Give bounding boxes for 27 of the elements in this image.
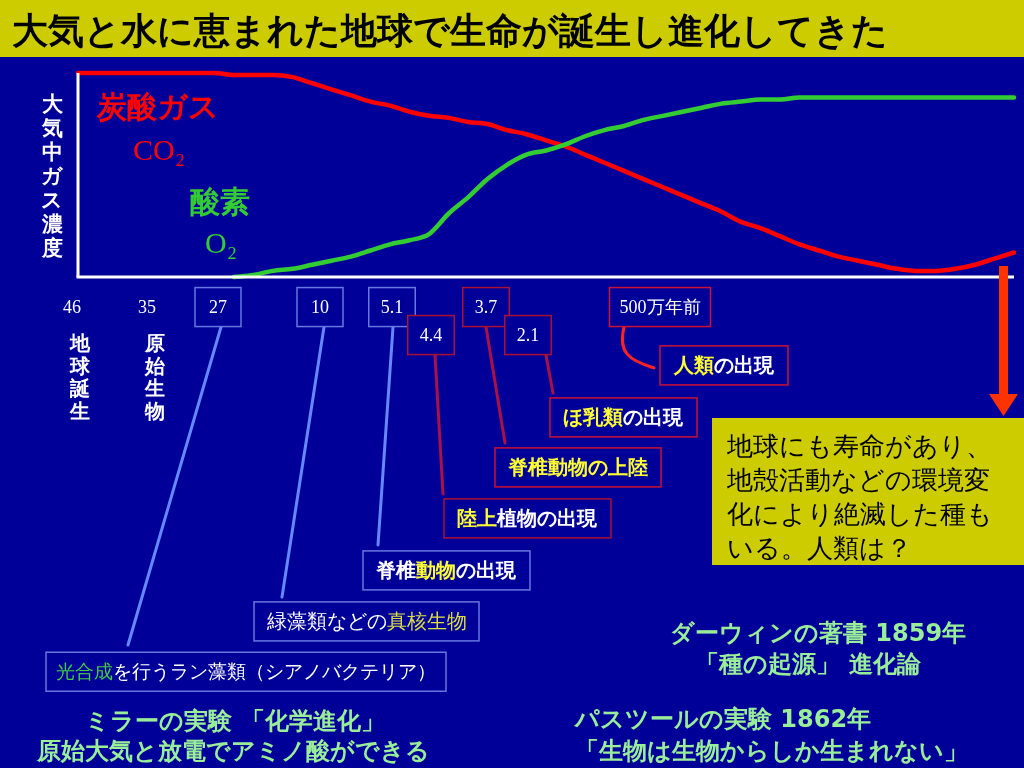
annotation: 46 [63, 297, 81, 317]
annotation: 地球誕生 [70, 331, 90, 423]
annotation: 脊椎動物の出現 [362, 550, 531, 591]
annotation: 35 [138, 297, 156, 317]
annotation: 「生物は生物からしか生まれない」 [575, 737, 968, 765]
annotation: 「種の起源」 進化論 [695, 650, 921, 678]
annotation: 500万年前 [608, 286, 712, 328]
annotation: 脊椎動物の上陸 [494, 447, 662, 488]
annotation: 4.4 [407, 314, 455, 356]
annotation: パスツールの実験 1862年 [575, 705, 872, 733]
annotation: 2.1 [504, 314, 552, 356]
annotation: ミラーの実験 「化学進化」 [85, 707, 385, 735]
annotation: 陸上植物の出現 [443, 498, 612, 539]
annotation: 緑藻類などの真核生物 [253, 601, 480, 642]
annotation: ダーウィンの著書 1859年 [669, 619, 967, 647]
annotation: ほ乳類の出現 [549, 397, 698, 438]
annotation: 5.1 [368, 286, 416, 328]
annotation: 人類の出現 [659, 345, 789, 386]
annotation: 光合成を行うラン藻類（シアノバクテリア） [45, 651, 447, 692]
annotation: 原始大気と放電でアミノ酸ができる [36, 737, 430, 765]
note-panel: 地球にも寿命があり、地殻活動などの環境変化により絶滅した種もいる。人類は？ [712, 418, 1024, 565]
y-axis-title: 大気中ガス濃度 [40, 92, 64, 260]
annotation: 10 [296, 286, 344, 328]
annotation: 27 [194, 286, 242, 328]
annotation: 3.7 [462, 286, 510, 328]
annotation: 原始生物 [145, 331, 165, 423]
chart-title: 大気と水に恵まれた地球で生命が誕生し進化してきた [12, 10, 888, 51]
